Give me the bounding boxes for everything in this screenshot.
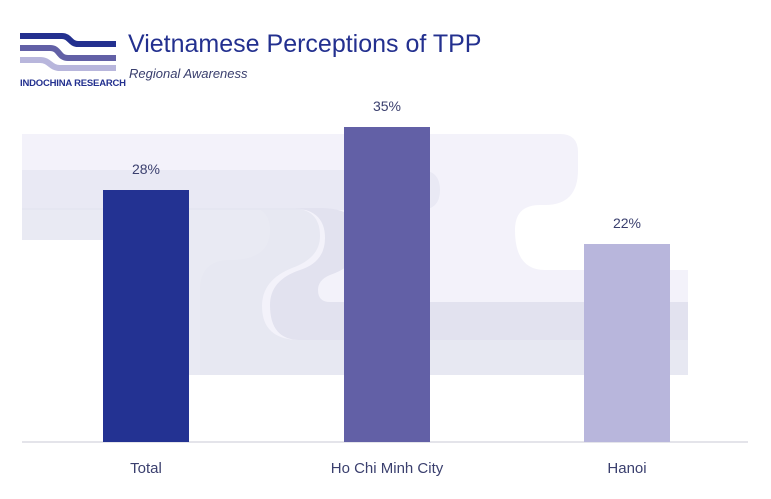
category-label: Hanoi (607, 460, 646, 477)
value-label: 28% (132, 161, 160, 177)
chart-subtitle: Regional Awareness (129, 66, 248, 81)
bar-hanoi (584, 244, 670, 442)
wave-logo-icon (20, 30, 116, 74)
category-label: Total (130, 460, 162, 477)
bar-total (103, 190, 189, 442)
category-label: Ho Chi Minh City (331, 460, 444, 477)
bar-ho-chi-minh-city (344, 127, 430, 442)
indochina-research-logo: INDOCHINA RESEARCH (20, 30, 126, 90)
logo-text: INDOCHINA RESEARCH (20, 78, 126, 89)
value-label: 22% (613, 215, 641, 231)
chart-title: Vietnamese Perceptions of TPP (128, 30, 482, 58)
value-label: 35% (373, 98, 401, 114)
